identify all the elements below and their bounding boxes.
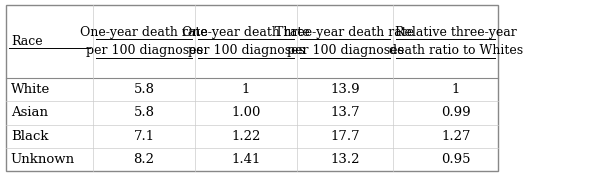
Text: Three-year death rate: Three-year death rate [275,26,415,39]
Text: 13.2: 13.2 [330,153,360,166]
Text: 1: 1 [452,83,460,96]
Text: One-year death rate: One-year death rate [80,26,208,39]
Text: Relative three-year: Relative three-year [395,26,517,39]
Text: 1: 1 [242,83,250,96]
Text: Black: Black [11,130,48,143]
Text: 5.8: 5.8 [133,106,155,119]
Text: Race: Race [11,35,43,48]
Text: 0.99: 0.99 [441,106,471,119]
Text: 5.8: 5.8 [133,83,155,96]
Text: 7.1: 7.1 [133,130,155,143]
Text: 0.95: 0.95 [441,153,471,166]
Text: 1.22: 1.22 [232,130,260,143]
Text: One-year death rate: One-year death rate [182,26,310,39]
Text: Asian: Asian [11,106,48,119]
Text: 17.7: 17.7 [330,130,360,143]
Text: death ratio to Whites: death ratio to Whites [389,44,523,57]
Text: White: White [11,83,50,96]
Text: per 100 diagnoses: per 100 diagnoses [287,44,403,57]
Text: 8.2: 8.2 [133,153,155,166]
Bar [6,5,498,171]
Text: per 100 diagnoses: per 100 diagnoses [188,44,304,57]
Text: 1.27: 1.27 [441,130,471,143]
Text: 13.7: 13.7 [330,106,360,119]
Text: per 100 diagnoses: per 100 diagnoses [86,44,202,57]
Text: 1.00: 1.00 [232,106,260,119]
Text: Unknown: Unknown [11,153,75,166]
Text: 1.41: 1.41 [232,153,260,166]
Text: 13.9: 13.9 [330,83,360,96]
